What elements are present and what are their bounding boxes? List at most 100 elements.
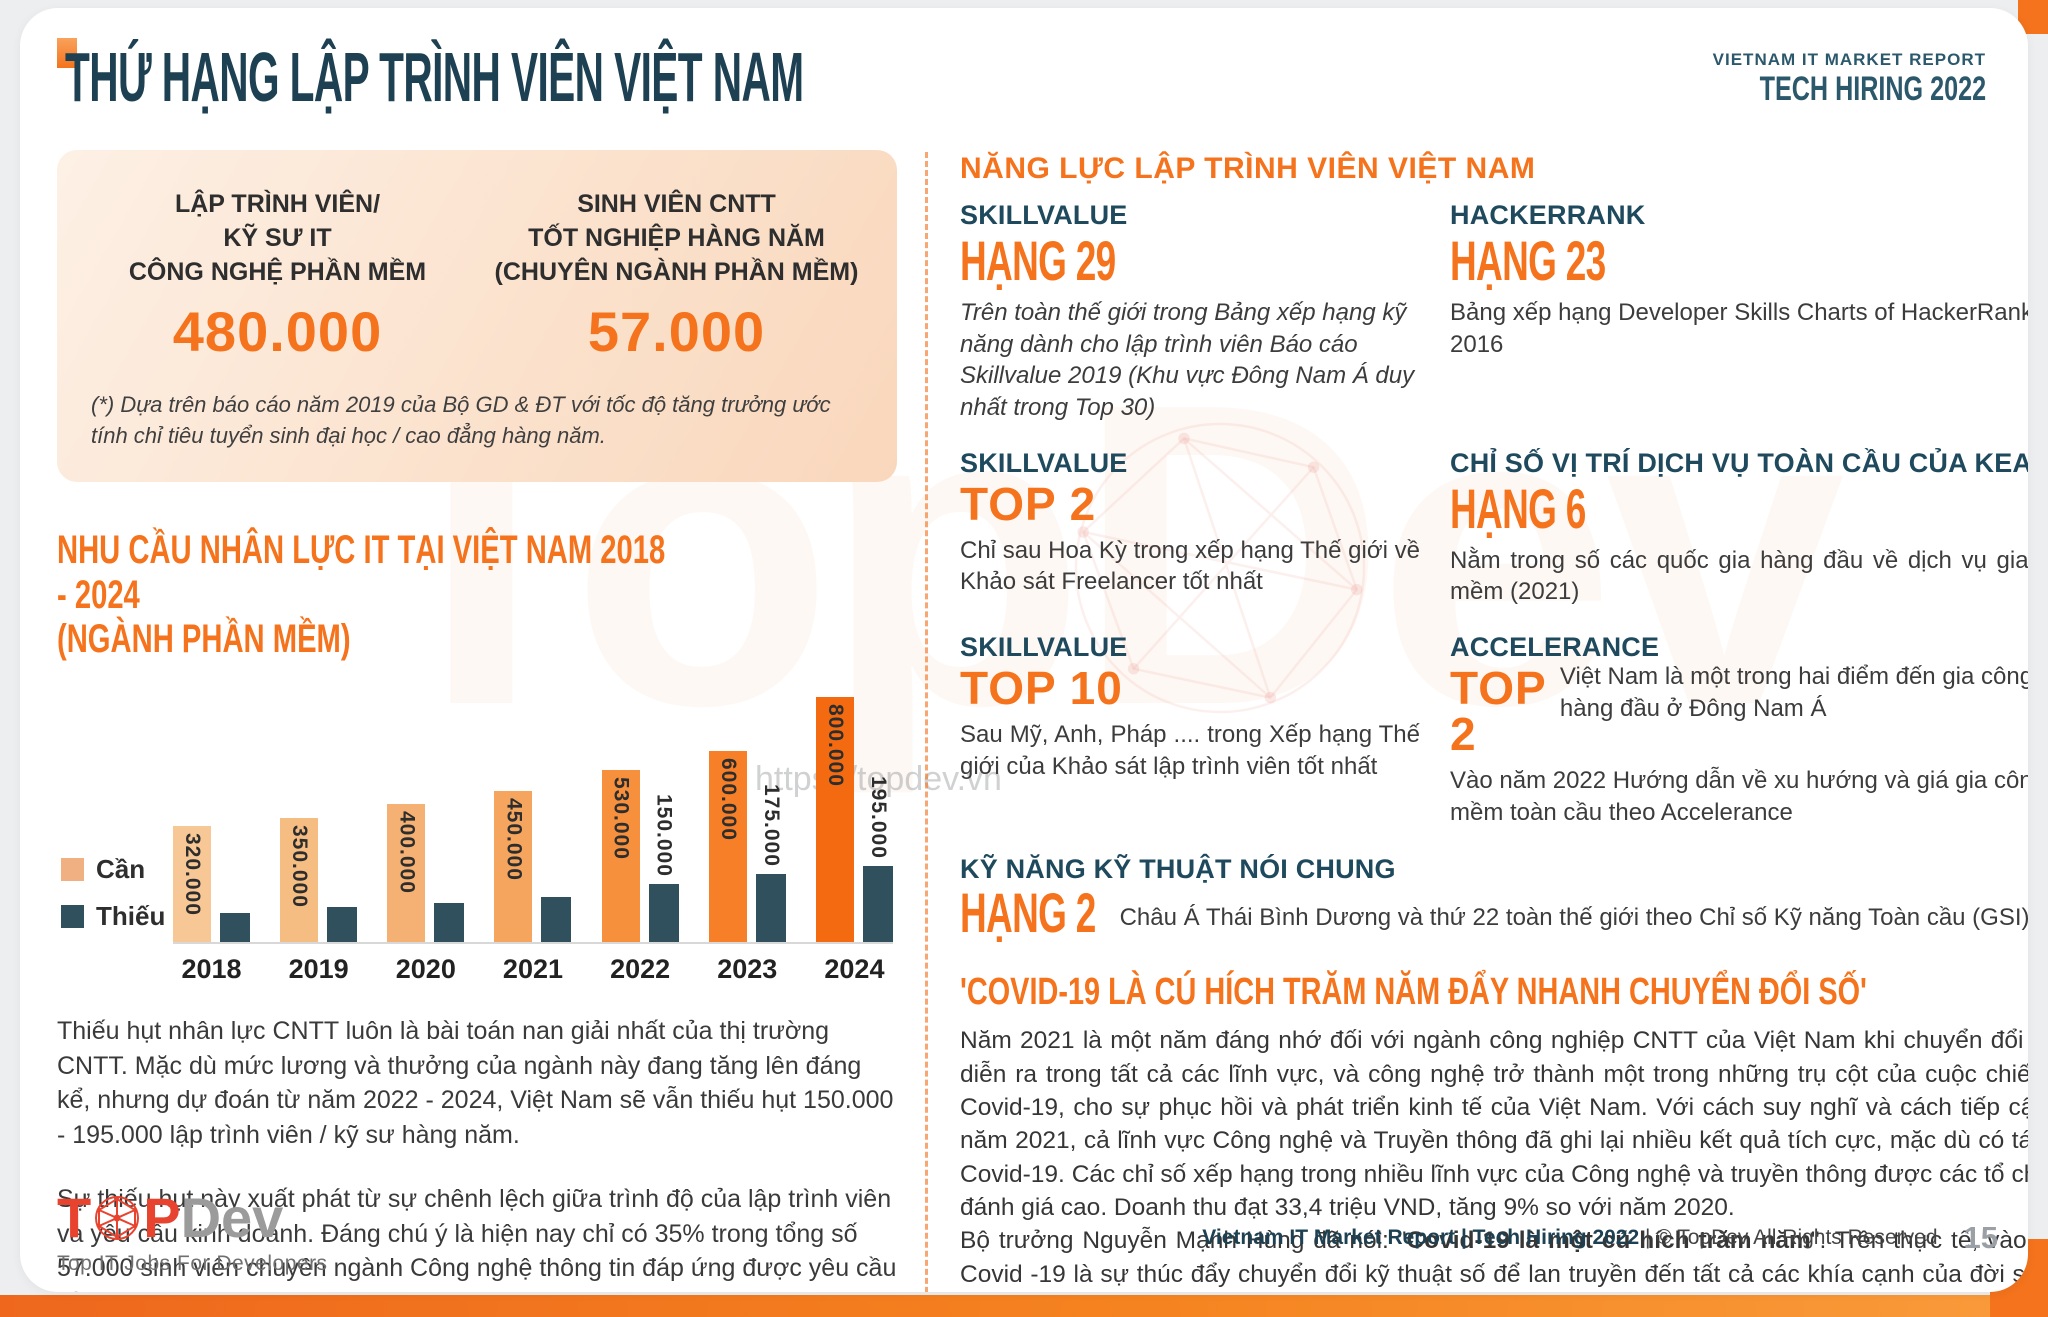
- ranking-desc: Nằm trong số các quốc gia hàng đầu về dị…: [1450, 546, 2028, 606]
- covid-text: Bộ trưởng Nguyễn Mạnh Hùng đã nói: ": [960, 1227, 1407, 1255]
- chart-bars: 320.000 2018 350.000 2019 400.000 2020 450.000…: [173, 690, 893, 984]
- page-card: TopDev https://topdev.vn THỨ HẠNG LẬP TR…: [20, 8, 2028, 1292]
- x-axis-label-2018: 2018: [181, 954, 242, 985]
- page-title: THỨ HẠNG LẬP TRÌNH VIÊN VIỆT NAM: [65, 38, 804, 116]
- footer: T P Dev Top IT: [57, 1190, 1998, 1276]
- bar-can-2022: 530.000: [601, 770, 640, 943]
- bar-can-2020: 400.000: [387, 804, 426, 943]
- rankings-grid: SKILLVALUE HẠNG 29 Trên toàn thế giới tron…: [960, 200, 2028, 828]
- ranking-value: TOP 2: [1450, 662, 1546, 761]
- page-number: 15: [1963, 1220, 1998, 1255]
- footer-credit-bold: Vietnam IT Market Report | Tech Hiring 2…: [1202, 1226, 1640, 1249]
- logo-letter-t: T: [57, 1186, 92, 1249]
- stat-graduates: SINH VIÊN CNTT TỐT NGHIỆP HÀNG NĂM (CHUY…: [486, 188, 867, 364]
- it-demand-chart: Cần Thiếu 320.000 2018 350.000 2019 400.000 20…: [57, 676, 897, 994]
- content-columns: LẬP TRÌNH VIÊN/ KỸ SƯ IT CÔNG NGHỆ PHẦN …: [20, 112, 2028, 1292]
- ranking-entry-1: SKILLVALUE HẠNG 29 Trên toàn thế giới tron…: [960, 200, 1420, 424]
- dashed-column-divider: [925, 152, 928, 1292]
- title-accent-square: [57, 38, 77, 68]
- shortage-paragraph-2: Sự thiếu hụt này xuất phát từ sự chênh l…: [57, 1185, 897, 1292]
- chart-bar-group-2019: 350.000 2019: [280, 818, 358, 984]
- rankings-header: NĂNG LỰC LẬP TRÌNH VIÊN VIỆT NAM: [960, 152, 1536, 185]
- ranking-side-text: Việt Nam là một trong hai điểm đến gia c…: [1559, 663, 2028, 722]
- network-globe-icon: [95, 1196, 140, 1240]
- legend-swatch: [61, 858, 84, 882]
- ranking-entry-2: HACKERRANK HẠNG 23 Bảng xếp hạng Developer…: [1450, 200, 2028, 424]
- covid-heading: 'COVID-19 LÀ CÚ HÍCH TRĂM NĂM ĐẨY NHANH …: [960, 971, 1867, 1014]
- bar-value-label: 450.000: [502, 798, 526, 882]
- ranking-desc: Châu Á Thái Bình Dương và thứ 22 toàn th…: [1119, 904, 2028, 932]
- logo-block: T P Dev Top IT: [57, 1190, 328, 1276]
- covid-paragraphs: Năm 2021 là một năm đáng nhớ đối với ngà…: [960, 1024, 2028, 1292]
- ranking-value-row: HẠNG 29: [960, 233, 1420, 289]
- ranking-value: HẠNG 6: [1450, 476, 1586, 540]
- bar-can-2024: 800.000: [815, 697, 854, 943]
- footer-right: Vietnam IT Market Report | Tech Hiring 2…: [1202, 1220, 1998, 1276]
- stats-grid: LẬP TRÌNH VIÊN/ KỸ SƯ IT CÔNG NGHỆ PHẦN …: [87, 188, 867, 364]
- bar-thieu-2023: 175.000: [755, 784, 786, 943]
- legend-label: Thiếu: [96, 901, 166, 932]
- stat-developers: LẬP TRÌNH VIÊN/ KỸ SƯ IT CÔNG NGHỆ PHẦN …: [87, 188, 468, 364]
- footer-credit-rest: | © TopDev All Rights Reserved: [1639, 1226, 1938, 1249]
- bar-thieu-2024: 195.000: [862, 776, 893, 943]
- ranking-general-row: HẠNG 2 Châu Á Thái Bình Dương và thứ 22 …: [960, 885, 2028, 941]
- bar-thieu-2021: [541, 897, 572, 943]
- chart-legend: Cần Thiếu: [61, 854, 165, 932]
- logo-tagline: Top IT Jobs For Developers: [57, 1252, 328, 1275]
- bar-value-label: 400.000: [395, 811, 419, 895]
- report-label-big: TECH HIRING 2022: [1759, 70, 1986, 108]
- chart-title: NHU CẦU NHÂN LỰC IT TẠI VIỆT NAM 2018 - …: [57, 527, 666, 662]
- ranking-desc: Bảng xếp hạng Developer Skills Charts of…: [1450, 299, 2028, 358]
- ranking-org: CHỈ SỐ VỊ TRÍ DỊCH VỤ TOÀN CẦU CỦA KEARN…: [1450, 447, 2028, 478]
- ranking-entry-3: SKILLVALUE TOP 2 Chỉ sau Hoa Kỳ trong xếp …: [960, 448, 1420, 608]
- ranking-desc: Sau Mỹ, Anh, Pháp .... trong Xếp hạng Th…: [960, 721, 1420, 780]
- ranking-entry-4: CHỈ SỐ VỊ TRÍ DỊCH VỤ TOÀN CẦU CỦA KEARN…: [1450, 448, 2028, 608]
- topdev-logo: T P Dev: [57, 1190, 328, 1246]
- chart-bar-group-2024: 800.000 195.000 2024: [815, 697, 893, 984]
- chart-bar-group-2021: 450.000 2021: [494, 791, 572, 984]
- ranking-org: HACKERRANK: [1450, 200, 1646, 230]
- ranking-desc: Chỉ sau Hoa Kỳ trong xếp hạng Thế giới v…: [960, 536, 1420, 596]
- bar-value-label: 175.000: [759, 784, 783, 868]
- stat-graduates-label: SINH VIÊN CNTT TỐT NGHIỆP HÀNG NĂM (CHUY…: [494, 190, 859, 286]
- x-axis-label-2024: 2024: [824, 954, 885, 985]
- ranking-value-row: TOP 10: [960, 665, 1420, 711]
- ranking-value-row: HẠNG 6: [1450, 476, 2028, 540]
- ranking-org: SKILLVALUE: [960, 632, 1128, 663]
- bar-can-2019: 350.000: [280, 818, 319, 943]
- ranking-value: HẠNG 29: [960, 229, 1116, 292]
- bar-can-2018: 320.000: [173, 826, 211, 943]
- bar-can-2021: 450.000: [494, 791, 533, 943]
- stat-graduates-value: 57.000: [587, 300, 766, 364]
- bar-thieu-2022: 150.000: [648, 794, 679, 943]
- bar-value-label: 530.000: [609, 777, 633, 861]
- x-axis-label-2019: 2019: [288, 954, 349, 985]
- bar-value-label: 320.000: [181, 833, 204, 917]
- shortage-paragraphs: Thiếu hụt nhân lực CNTT luôn là bài toán…: [57, 1014, 897, 1292]
- ranking-value: HẠNG 23: [1450, 229, 1606, 292]
- covid-paragraph-2: Bộ trưởng Nguyễn Mạnh Hùng đã nói: "Covi…: [960, 1224, 2028, 1292]
- x-axis-label-2022: 2022: [610, 954, 671, 985]
- right-column: NĂNG LỰC LẬP TRÌNH VIÊN VIỆT NAM SKILLVA…: [960, 112, 2028, 1292]
- x-axis-label-2021: 2021: [502, 954, 564, 985]
- x-axis-label-2023: 2023: [717, 954, 778, 985]
- ranking-org: SKILLVALUE: [960, 447, 1128, 478]
- title-block: THỨ HẠNG LẬP TRÌNH VIÊN VIỆT NAM: [57, 38, 1338, 116]
- stats-footnote: (*) Dựa trên báo cáo năm 2019 của Bộ GD …: [91, 392, 831, 449]
- bar-value-label: 195.000: [866, 776, 890, 860]
- footer-credit: Vietnam IT Market Report | Tech Hiring 2…: [1202, 1226, 1937, 1250]
- ranking-org: SKILLVALUE: [960, 200, 1128, 230]
- logo-dev: Dev: [180, 1186, 284, 1249]
- legend-swatch: [61, 905, 84, 929]
- ranking-desc: Trên toàn thế giới trong Bảng xếp hạng k…: [960, 299, 1415, 422]
- legend-item-Thiếu: Thiếu: [61, 901, 165, 932]
- ranking-value: TOP 10: [960, 662, 1123, 715]
- stat-developers-value: 480.000: [172, 300, 383, 364]
- chart-bar-group-2023: 600.000 175.000 2023: [708, 751, 786, 984]
- chart-bar-group-2022: 530.000 150.000 2022: [601, 770, 679, 984]
- stat-developers-label: LẬP TRÌNH VIÊN/ KỸ SƯ IT CÔNG NGHỆ PHẦN …: [128, 190, 427, 286]
- ranking-value: TOP 2: [960, 477, 1097, 530]
- ranking-value-row: TOP 2: [960, 481, 1420, 527]
- covid-text: ". Trên thực tế, vào năm 2021, Covid -19…: [960, 1227, 2028, 1288]
